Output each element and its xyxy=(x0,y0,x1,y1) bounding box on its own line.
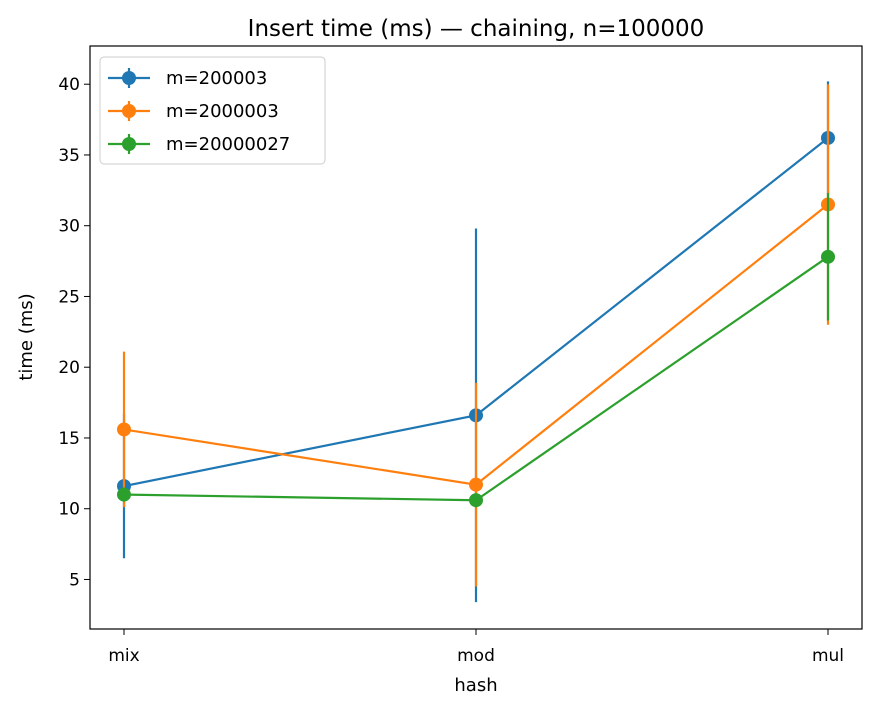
legend-items: m=200003 m=2000003 m=20000027 xyxy=(108,68,290,155)
data-point xyxy=(469,493,483,508)
legend-marker xyxy=(122,137,136,151)
legend-label: m=20000027 xyxy=(166,134,290,155)
data-point xyxy=(117,487,131,502)
y-tick-label: 15 xyxy=(58,429,80,449)
legend-label: m=2000003 xyxy=(166,101,279,122)
legend-label: m=200003 xyxy=(166,68,267,89)
y-axis-label: time (ms) xyxy=(16,293,37,380)
legend-marker xyxy=(122,104,136,118)
series-3 xyxy=(117,193,835,508)
y-tick-label: 35 xyxy=(58,146,80,166)
y-tick-label: 5 xyxy=(69,570,80,590)
y-axis: 5 10 15 20 25 30 35 40 xyxy=(58,75,90,590)
chart-title: Insert time (ms) — chaining, n=100000 xyxy=(248,16,705,42)
legend-entry-3: m=20000027 xyxy=(108,134,290,155)
x-axis: mix mod mul xyxy=(108,629,844,666)
x-tick-label: mod xyxy=(457,646,495,666)
data-point xyxy=(117,422,131,437)
series-layer xyxy=(117,81,835,603)
y-tick-label: 30 xyxy=(58,217,80,237)
y-tick-label: 40 xyxy=(58,75,80,95)
legend-marker xyxy=(122,71,136,85)
y-tick-label: 20 xyxy=(58,358,80,378)
x-tick-label: mix xyxy=(108,646,139,666)
x-tick-label: mul xyxy=(812,646,844,666)
y-tick-label: 10 xyxy=(58,500,80,520)
legend-entry-2: m=2000003 xyxy=(108,101,279,122)
data-point xyxy=(821,249,835,264)
x-axis-label: hash xyxy=(454,675,497,696)
y-tick-label: 25 xyxy=(58,287,80,307)
legend: m=200003 m=2000003 m=20000027 xyxy=(99,56,326,165)
legend-box xyxy=(99,56,326,165)
legend-entry-1: m=200003 xyxy=(108,68,267,89)
data-point xyxy=(469,477,483,492)
